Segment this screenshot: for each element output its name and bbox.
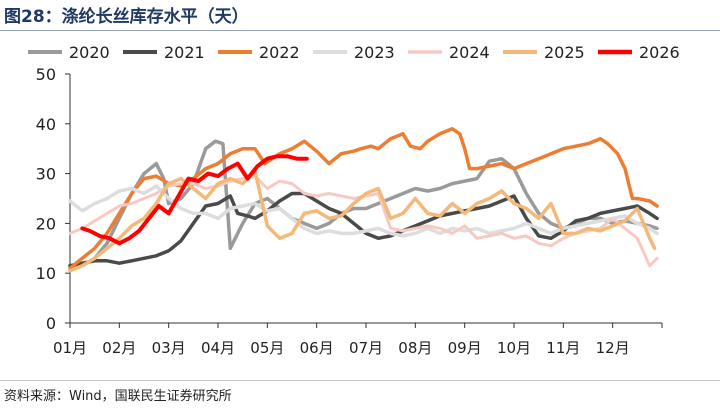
x-tick-label: 03月 xyxy=(152,339,186,357)
series-line-2025 xyxy=(68,169,657,273)
legend-label-2022: 2022 xyxy=(259,43,300,62)
legend-label-2021: 2021 xyxy=(164,43,205,62)
x-tick-label: 06月 xyxy=(300,339,334,357)
y-tick-label: 40 xyxy=(36,115,56,134)
x-tick-label: 01月 xyxy=(53,339,87,357)
chart-axes: 0 10 20 30 40 50 01月 02月 03月 04月 05月 06月 07月 08月 09月 10… xyxy=(36,65,663,357)
x-tick-label: 12月 xyxy=(596,339,630,357)
x-tick-label: 04月 xyxy=(201,339,235,357)
legend-label-2023: 2023 xyxy=(354,43,395,62)
y-tick-label: 50 xyxy=(36,65,56,84)
x-tick-label: 09月 xyxy=(448,339,482,357)
chart-series xyxy=(68,127,659,273)
title-divider xyxy=(0,30,720,31)
legend-label-2024: 2024 xyxy=(449,43,490,62)
y-tick-label: 20 xyxy=(36,214,56,233)
x-tick-label: 08月 xyxy=(398,339,432,357)
chart-legend: 2020 2021 2022 2023 2024 2025 2026 xyxy=(28,43,680,62)
y-tick-label: 10 xyxy=(36,264,56,283)
legend-label-2026: 2026 xyxy=(639,43,680,62)
y-tick-label: 30 xyxy=(36,165,56,184)
figure-title: 图28：涤纶长丝库存水平（天） xyxy=(4,7,249,27)
legend-label-2020: 2020 xyxy=(69,43,110,62)
x-tick-label: 05月 xyxy=(250,339,284,357)
footer-divider xyxy=(0,380,720,381)
series-line-2023 xyxy=(68,184,659,238)
x-tick-label: 10月 xyxy=(497,339,531,357)
y-tick-label: 0 xyxy=(46,314,56,333)
legend-label-2025: 2025 xyxy=(544,43,585,62)
line-chart: 2020 2021 2022 2023 2024 2025 2026 0 10 20 30 40 50… xyxy=(28,43,680,357)
x-tick-label: 02月 xyxy=(102,339,136,357)
source-note: 资料来源：Wind，国联民生证券研究所 xyxy=(4,389,232,404)
series-line-2026 xyxy=(80,154,309,246)
x-tick-label: 11月 xyxy=(546,339,580,357)
x-tick-label: 07月 xyxy=(349,339,383,357)
